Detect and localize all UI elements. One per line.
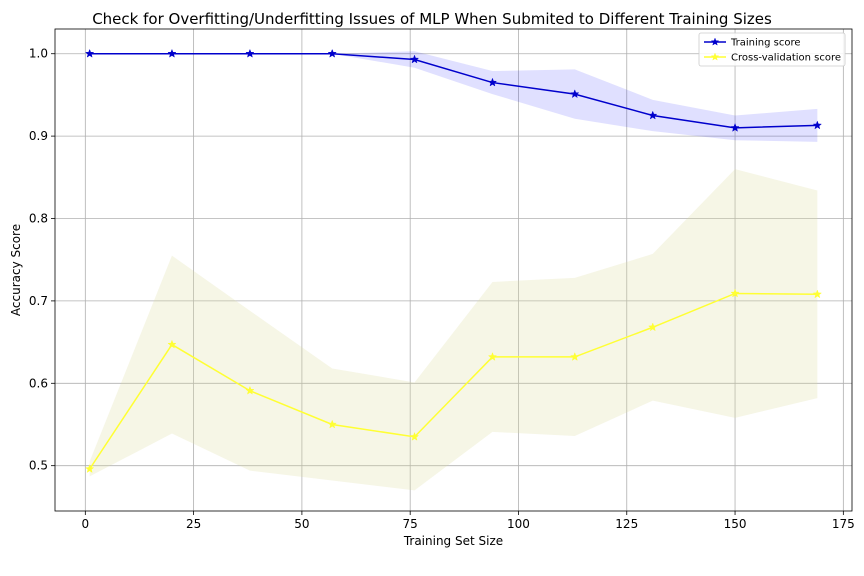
y-tick-label: 1.0: [29, 47, 48, 61]
point-series-1: [730, 122, 740, 132]
point-series-1: [245, 48, 255, 58]
x-tick-label: 175: [832, 517, 855, 531]
y-tick-label: 0.6: [29, 376, 48, 390]
line-series-2: [89, 292, 818, 470]
point-series-2: [245, 385, 255, 395]
point-series-1: [84, 48, 95, 58]
point-series-2: [648, 322, 658, 332]
y-tick-label: 0.7: [29, 294, 48, 308]
plot-area-frame: [54, 28, 853, 512]
point-series-2: [487, 352, 498, 361]
point-series-2: [812, 289, 823, 299]
y-axis-label: Accuracy Score: [9, 224, 23, 316]
legend-marker-series-1: [710, 37, 720, 46]
band-series-1: [89, 51, 818, 142]
x-tick-label: 0: [82, 517, 90, 531]
point-series-2: [167, 339, 177, 349]
point-series-1: [570, 89, 580, 99]
band-series-2: [89, 169, 818, 491]
legend-box: [698, 32, 846, 67]
confidence-bands: [89, 51, 818, 491]
legend-label-series-1: Training score: [730, 38, 801, 49]
legend: Training score Cross-validation score: [698, 32, 846, 67]
axis-ticks: 0 25 50 75 100 125 150 175 0.5 0.6 0.7 0.8 0.9 1.0: [29, 47, 855, 531]
chart-title: Check for Overfitting/Underfitting Issue…: [92, 10, 772, 28]
y-tick-label: 0.9: [29, 129, 48, 143]
point-series-1: [812, 120, 823, 130]
point-series-2: [730, 288, 740, 298]
x-tick-label: 25: [186, 517, 201, 531]
x-axis-label: Training Set Size: [403, 534, 503, 548]
point-series-2: [84, 464, 95, 473]
x-tick-label: 125: [615, 517, 638, 531]
point-series-1: [167, 48, 177, 58]
line-series-1: [89, 52, 818, 129]
x-tick-label: 75: [403, 517, 418, 531]
legend-marker-series-2: [710, 52, 720, 61]
point-series-1: [327, 48, 337, 58]
point-series-2: [570, 352, 580, 361]
x-tick-label: 50: [294, 517, 309, 531]
series-lines: [89, 52, 818, 470]
point-series-2: [409, 431, 420, 441]
point-series-1: [409, 54, 420, 64]
series-markers: [84, 48, 823, 473]
point-series-2: [327, 419, 337, 429]
y-tick-label: 0.8: [29, 212, 48, 226]
x-tick-label: 100: [507, 517, 530, 531]
point-series-1: [648, 110, 658, 120]
legend-label-series-2: Cross-validation score: [731, 53, 841, 64]
y-tick-label: 0.5: [29, 459, 48, 473]
x-tick-label: 150: [724, 517, 747, 531]
point-series-1: [487, 77, 498, 87]
